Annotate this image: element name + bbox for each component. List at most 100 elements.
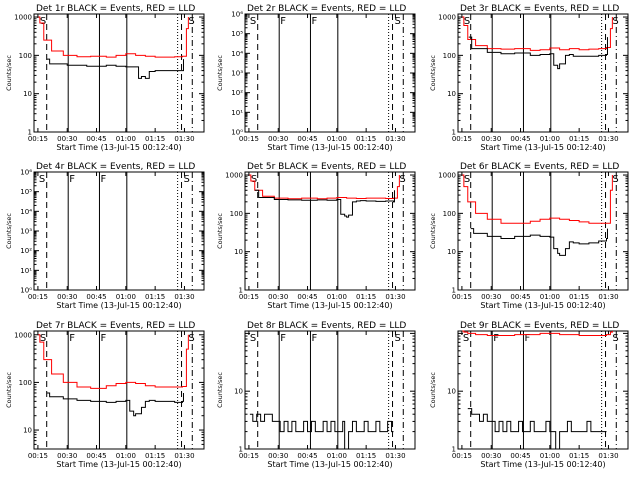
panel-title: Det 9r BLACK = Events, RED = LLD [460, 321, 619, 331]
y-tick-label: 10 [447, 90, 456, 98]
y-axis-label: Counts/sec [429, 55, 437, 91]
y-axis-label: Counts/sec [429, 213, 437, 249]
event-marker: F [311, 333, 317, 344]
event-marker: F [100, 174, 106, 185]
x-tick-label: 01:15 [145, 135, 165, 143]
y-tick-label: 1000 [438, 14, 456, 22]
x-tick-label: 01:15 [569, 135, 589, 143]
series-events-line [254, 189, 395, 218]
x-tick-label: 00:30 [268, 293, 288, 301]
series-lld-line [249, 174, 400, 200]
y-tick-label: 10⁴ [20, 208, 32, 216]
y-tick-label: 10 [447, 388, 456, 396]
panel-title: Det 6r BLACK = Events, RED = LLD [460, 162, 619, 172]
x-tick-label: 00:30 [57, 452, 77, 460]
y-tick-label: 100 [443, 52, 456, 60]
panel-9: Det 9r BLACK = Events, RED = LLD 00:15 00:… [429, 321, 629, 469]
event-marker: S [250, 16, 256, 27]
x-tick-label: 01:30 [385, 293, 405, 301]
x-tick-label: 01:00 [116, 452, 136, 460]
event-marker: F [493, 333, 499, 344]
x-tick-label: 00:15 [28, 452, 48, 460]
y-tick-label: 10⁶ [20, 169, 32, 177]
event-marker: S [40, 333, 46, 344]
x-tick-label: 00:45 [297, 293, 317, 301]
x-tick-label: 01:00 [116, 135, 136, 143]
y-tick-label: 10 [23, 90, 32, 98]
panel-7: Det 7r BLACK = Events, RED = LLD 00:15 00:… [5, 321, 205, 469]
y-tick-label: 100 [19, 52, 32, 60]
panel-title: Det 5r BLACK = Events, RED = LLD [247, 162, 406, 172]
panel-4: Det 4r BLACK = Events, RED = LLD 00:15 00:… [5, 162, 205, 310]
event-marker: F [69, 174, 75, 185]
event-marker: S [188, 333, 194, 344]
y-tick-label: 10⁴ [231, 50, 243, 58]
event-marker: S [464, 16, 470, 27]
y-tick-label: 1000 [438, 172, 456, 180]
y-axis-label: Counts/sec [216, 213, 224, 249]
x-tick-label: 01:00 [540, 135, 560, 143]
event-marker: S [463, 333, 469, 344]
x-tick-label: 01:15 [145, 293, 165, 301]
x-tick-label: 00:15 [239, 293, 259, 301]
y-tick-label: 100 [443, 210, 456, 218]
x-tick-label: 01:30 [598, 452, 618, 460]
panel-8: Det 8r BLACK = Events, RED = LLD 00:15 00:… [216, 321, 416, 469]
y-tick-label: 1 [452, 446, 456, 454]
panel-5: Det 5r BLACK = Events, RED = LLD 00:15 00:… [216, 162, 416, 310]
event-marker: S [188, 16, 194, 27]
plot-frame [244, 171, 416, 291]
y-tick-label: 1 [452, 129, 456, 137]
series-events-line [467, 408, 607, 450]
y-tick-label: 10⁵ [231, 30, 243, 38]
panel-6: Det 6r BLACK = Events, RED = LLD 00:15 00:… [429, 162, 629, 310]
x-tick-label: 00:45 [510, 135, 530, 143]
y-tick-label: 1 [239, 446, 243, 454]
x-tick-label: 01:00 [540, 293, 560, 301]
x-tick-label: 00:45 [297, 452, 317, 460]
x-tick-label: 00:15 [452, 452, 472, 460]
event-marker: S [40, 16, 46, 27]
x-tick-label: 01:15 [356, 293, 376, 301]
x-tick-label: 00:30 [57, 135, 77, 143]
plot-frame [457, 171, 629, 291]
y-tick-label: 1 [28, 129, 32, 137]
x-tick-label: 00:45 [297, 135, 317, 143]
panel-title: Det 4r BLACK = Events, RED = LLD [36, 162, 195, 172]
x-tick-label: 00:30 [481, 293, 501, 301]
x-tick-label: 00:30 [268, 452, 288, 460]
x-tick-label: 00:30 [481, 452, 501, 460]
x-tick-label: 01:15 [356, 135, 376, 143]
x-tick-label: 01:00 [540, 452, 560, 460]
event-marker: F [524, 333, 530, 344]
panel-title: Det 3r BLACK = Events, RED = LLD [460, 4, 619, 14]
event-marker: S [395, 333, 401, 344]
y-tick-label: 1 [239, 287, 243, 295]
y-tick-label: 1000 [14, 14, 32, 22]
y-tick-label: 10 [234, 388, 243, 396]
x-tick-label: 00:15 [239, 452, 259, 460]
y-axis-label: Counts/sec [5, 213, 13, 249]
event-marker: F [100, 333, 106, 344]
y-tick-label: 10 [447, 248, 456, 256]
panel-title: Det 1r BLACK = Events, RED = LLD [36, 4, 195, 14]
y-tick-label: 100 [19, 379, 32, 387]
x-axis-label: Start Time (13-Jul-15 00:12:40) [480, 143, 605, 152]
y-axis-label: Counts/sec [5, 372, 13, 408]
y-tick-label: 10² [231, 89, 243, 97]
y-tick-label: 10¹ [231, 109, 243, 117]
x-axis-label: Start Time (13-Jul-15 00:12:40) [480, 301, 605, 310]
series-lld-line [38, 16, 189, 58]
x-tick-label: 01:30 [174, 293, 194, 301]
y-axis-label: Counts/sec [216, 372, 224, 408]
y-tick-label: 1000 [225, 172, 243, 180]
x-tick-label: 00:45 [510, 452, 530, 460]
y-tick-label: 10 [234, 248, 243, 256]
x-tick-label: 00:45 [86, 293, 106, 301]
y-tick-label: 10³ [231, 70, 243, 78]
x-tick-label: 00:30 [57, 293, 77, 301]
x-tick-label: 00:15 [452, 135, 472, 143]
series-events-line [470, 228, 608, 256]
y-axis-label: Counts/sec [5, 55, 13, 91]
y-tick-label: 1000 [14, 331, 32, 339]
